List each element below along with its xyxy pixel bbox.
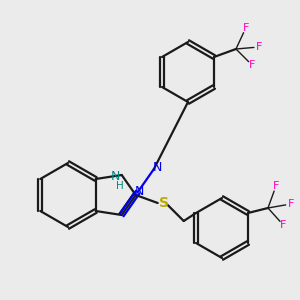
Text: S: S: [159, 196, 169, 210]
Text: N: N: [135, 184, 145, 198]
Text: F: F: [287, 199, 294, 209]
Text: F: F: [273, 182, 279, 191]
Text: H: H: [116, 181, 124, 191]
Text: N: N: [153, 160, 163, 174]
Text: F: F: [249, 60, 255, 70]
Text: F: F: [242, 23, 249, 33]
Text: N: N: [111, 170, 120, 184]
Text: F: F: [256, 42, 262, 52]
Text: F: F: [280, 220, 286, 230]
